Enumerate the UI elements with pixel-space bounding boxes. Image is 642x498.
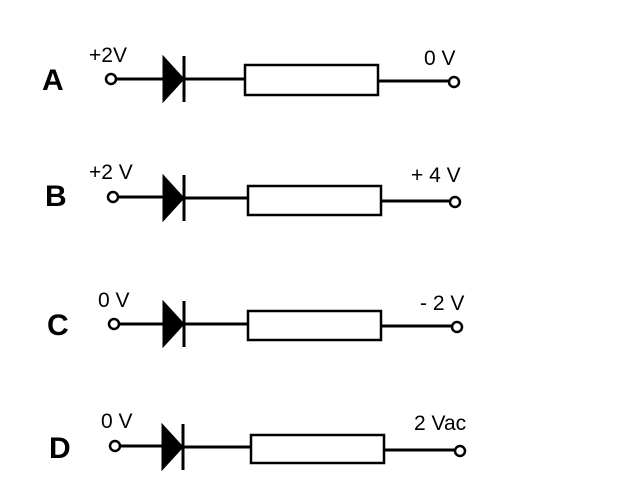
right-voltage-label: 0 V xyxy=(424,47,456,70)
resistor-icon xyxy=(243,63,380,97)
left-terminal-icon xyxy=(106,190,120,204)
right-terminal-icon xyxy=(450,320,464,334)
left-voltage-label: +2V xyxy=(89,44,127,67)
right-voltage-label: + 4 V xyxy=(411,164,461,187)
right-terminal-icon xyxy=(453,444,467,458)
right-terminal-icon xyxy=(447,75,461,89)
diode-icon xyxy=(162,299,185,349)
circuit-a: A +2V 0 V xyxy=(42,44,461,104)
left-terminal-icon xyxy=(104,72,118,86)
circuit-letter: A xyxy=(42,64,64,97)
left-voltage-label: 0 V xyxy=(101,410,133,433)
circuit-b: B +2 V + 4 V xyxy=(45,161,462,223)
left-voltage-label: +2 V xyxy=(89,161,133,184)
circuit-d: D 0 V 2 Vac xyxy=(49,410,467,472)
diode-icon xyxy=(161,422,184,472)
right-terminal-icon xyxy=(448,195,462,209)
resistor-icon xyxy=(249,433,386,465)
circuit-letter: B xyxy=(45,180,67,213)
circuit-letter: C xyxy=(47,309,69,342)
resistor-icon xyxy=(246,184,383,217)
left-voltage-label: 0 V xyxy=(98,289,130,312)
right-voltage-label: - 2 V xyxy=(420,292,464,315)
left-terminal-icon xyxy=(108,439,122,453)
resistor-icon xyxy=(246,309,383,342)
left-terminal-icon xyxy=(107,317,121,331)
diode-icon xyxy=(162,54,185,104)
right-voltage-label: 2 Vac xyxy=(414,412,466,435)
circuit-c: C 0 V - 2 V xyxy=(47,289,464,349)
diode-icon xyxy=(162,173,185,223)
circuit-letter: D xyxy=(49,432,71,465)
